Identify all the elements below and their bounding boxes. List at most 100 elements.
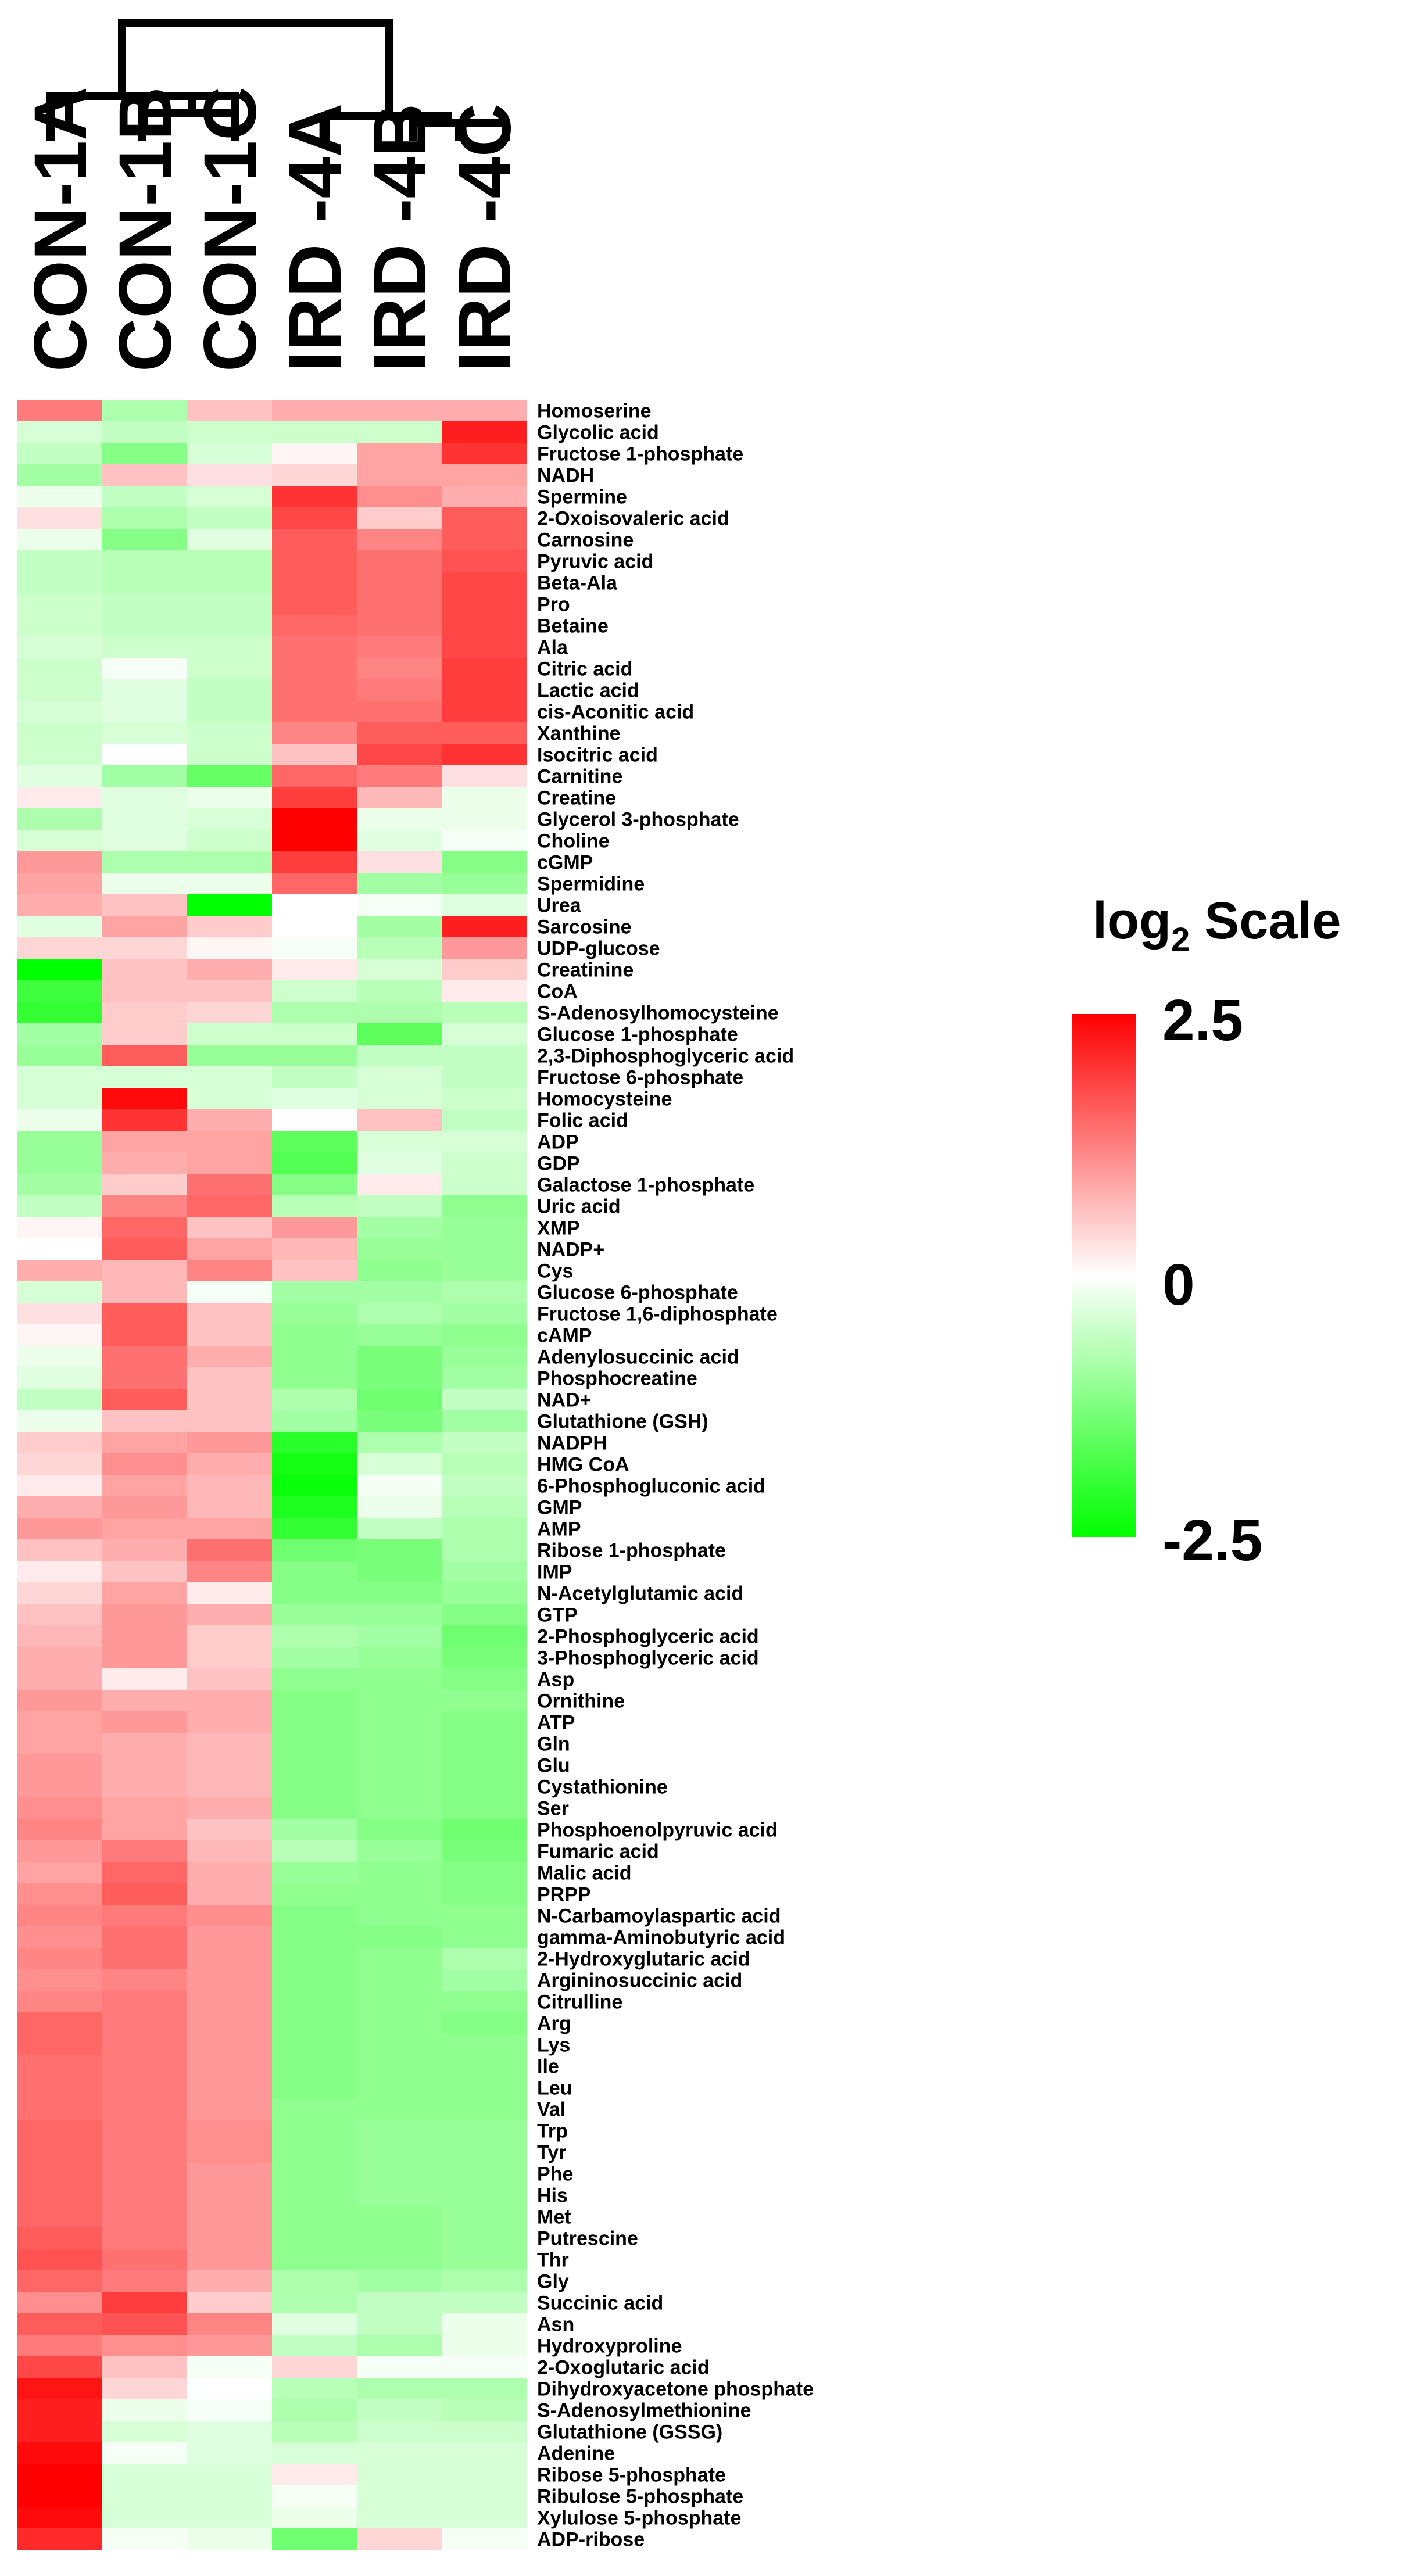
heatmap-cell (442, 1045, 527, 1067)
heatmap-cell (272, 2292, 357, 2314)
heatmap-cell (187, 1969, 273, 1991)
heatmap-cell (272, 1475, 357, 1497)
heatmap-cell (357, 1582, 442, 1604)
heatmap-cell (102, 400, 188, 422)
heatmap-cell (442, 1453, 527, 1475)
heatmap-cell (187, 443, 273, 465)
heatmap-cell (187, 1539, 273, 1561)
heatmap-cell (102, 1174, 188, 1196)
heatmap-cell (102, 1733, 188, 1755)
heatmap-cell (187, 1819, 273, 1841)
heatmap-cell (442, 2464, 527, 2486)
heatmap-cell (357, 1152, 442, 1174)
heatmap-cell (102, 2399, 188, 2421)
heatmap-cell (187, 507, 273, 529)
row-label: AMP (537, 1518, 581, 1540)
heatmap-cell (442, 916, 527, 938)
heatmap-cell (187, 851, 273, 873)
heatmap-cell (17, 1991, 103, 2013)
heatmap-cell (187, 1840, 273, 1862)
heatmap-cell (272, 464, 357, 486)
row-label: Urea (537, 895, 582, 917)
heatmap-cell (17, 1840, 103, 1862)
heatmap-cell (102, 808, 188, 830)
heatmap-cell (272, 2163, 357, 2185)
heatmap-cell (102, 2485, 188, 2507)
row-label: UDP-glucose (537, 938, 660, 960)
heatmap-cell (442, 1217, 527, 1239)
heatmap-cell (272, 2249, 357, 2271)
heatmap-cell (187, 1475, 273, 1497)
heatmap-cell (17, 2163, 103, 2185)
row-label: Pro (537, 594, 570, 616)
row-label: PRPP (537, 1884, 591, 1906)
row-label: Sarcosine (537, 916, 632, 938)
heatmap-cell (187, 1582, 273, 1604)
heatmap-cell (187, 2507, 273, 2529)
heatmap-cell (102, 2098, 188, 2120)
heatmap-cell (187, 2055, 273, 2077)
heatmap-cell (357, 507, 442, 529)
column-label: CON-1A (19, 87, 102, 372)
heatmap-cell (442, 2507, 527, 2529)
heatmap-cell (102, 507, 188, 529)
heatmap-cell (442, 1582, 527, 1604)
heatmap-cell (187, 486, 273, 508)
heatmap-cell (187, 701, 273, 723)
heatmap-cell (102, 2055, 188, 2077)
heatmap-cell (442, 1238, 527, 1260)
heatmap-cell (102, 1819, 188, 1841)
row-label: XMP (537, 1217, 580, 1239)
heatmap-cell (272, 2034, 357, 2056)
heatmap-cell (442, 2012, 527, 2034)
heatmap-cell (357, 443, 442, 465)
heatmap-cell (442, 1432, 527, 1454)
heatmap-cell (102, 894, 188, 916)
heatmap-cell (102, 1066, 188, 1088)
heatmap-cell (102, 2378, 188, 2400)
heatmap-cell (357, 1131, 442, 1153)
heatmap-cell (102, 2120, 188, 2142)
heatmap-cell (187, 1647, 273, 1669)
heatmap-cell (272, 1324, 357, 1346)
heatmap-cell (442, 2227, 527, 2249)
heatmap-cell (17, 701, 103, 723)
heatmap-cell (102, 1389, 188, 1411)
legend-color-bar (1072, 1014, 1136, 1537)
heatmap-cell (187, 894, 273, 916)
heatmap-cell (187, 593, 273, 615)
heatmap-cell (17, 2399, 103, 2421)
heatmap-cell (17, 765, 103, 787)
heatmap-cell (357, 2120, 442, 2142)
row-label: Glutathione (GSH) (537, 1411, 708, 1433)
heatmap-cell (102, 593, 188, 615)
heatmap-cell (442, 593, 527, 615)
heatmap-cell (17, 1002, 103, 1024)
heatmap-cell (442, 1776, 527, 1798)
heatmap-cell (357, 1475, 442, 1497)
heatmap-cell (102, 744, 188, 766)
legend-max-label: 2.5 (1162, 988, 1243, 1053)
row-label: Betaine (537, 615, 609, 637)
heatmap-cell (187, 2249, 273, 2271)
heatmap-cell (17, 1195, 103, 1217)
heatmap-cell (17, 744, 103, 766)
row-label: Argininosuccinic acid (537, 1970, 742, 1992)
heatmap-cell (17, 679, 103, 701)
row-label: 2-Phosphoglyceric acid (537, 1626, 759, 1648)
heatmap-cell (357, 658, 442, 680)
heatmap-cell (102, 2421, 188, 2443)
heatmap-cell (442, 679, 527, 701)
heatmap-cell (17, 1647, 103, 1669)
heatmap-cell (102, 1754, 188, 1776)
heatmap-cell (17, 1690, 103, 1712)
row-label: Leu (537, 2077, 572, 2100)
heatmap-cell (357, 1948, 442, 1970)
heatmap-cell (357, 701, 442, 723)
row-label: Succinic acid (537, 2292, 663, 2315)
heatmap-cell (102, 1647, 188, 1669)
heatmap-cell (442, 421, 527, 443)
heatmap-cell (357, 2034, 442, 2056)
heatmap-cell (442, 830, 527, 852)
heatmap-cell (357, 529, 442, 551)
